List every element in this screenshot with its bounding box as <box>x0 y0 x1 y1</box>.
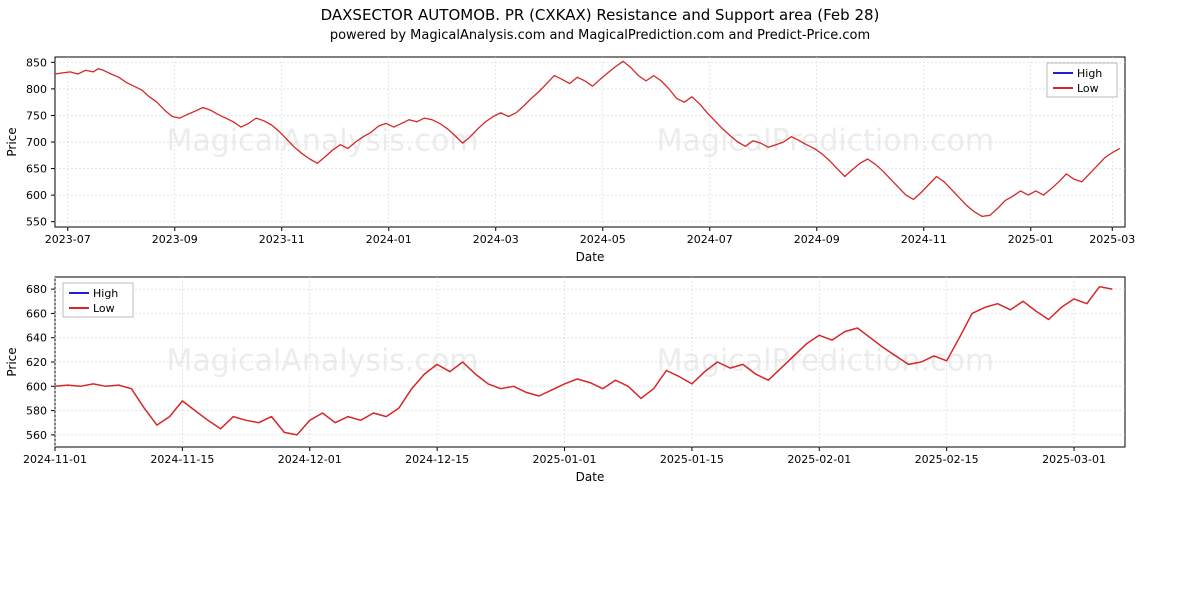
svg-text:560: 560 <box>26 429 47 442</box>
chart-title: DAXSECTOR AUTOMOB. PR (CXKAX) Resistance… <box>0 0 1200 24</box>
svg-text:2024-05: 2024-05 <box>580 233 626 246</box>
chart-2-container: MagicalAnalysis.com MagicalPrediction.com… <box>0 267 1200 487</box>
svg-text:2025-02-01: 2025-02-01 <box>787 453 851 466</box>
svg-text:2024-12-01: 2024-12-01 <box>278 453 342 466</box>
svg-text:High: High <box>1077 67 1102 80</box>
svg-text:800: 800 <box>26 83 47 96</box>
svg-text:2023-11: 2023-11 <box>259 233 305 246</box>
svg-text:700: 700 <box>26 136 47 149</box>
chart-2-svg: MagicalAnalysis.com MagicalPrediction.com… <box>0 267 1140 487</box>
svg-text:2024-07: 2024-07 <box>687 233 733 246</box>
svg-text:Price: Price <box>5 347 19 376</box>
svg-text:High: High <box>93 287 118 300</box>
chart-subtitle: powered by MagicalAnalysis.com and Magic… <box>0 24 1200 47</box>
svg-text:2025-01-15: 2025-01-15 <box>660 453 724 466</box>
svg-text:2024-11-01: 2024-11-01 <box>23 453 87 466</box>
svg-text:MagicalPrediction.com: MagicalPrediction.com <box>657 344 995 379</box>
svg-text:600: 600 <box>26 380 47 393</box>
svg-text:2025-03-01: 2025-03-01 <box>1042 453 1106 466</box>
svg-text:Price: Price <box>5 127 19 156</box>
svg-text:Low: Low <box>1077 82 1099 95</box>
chart-1-svg: MagicalAnalysis.com MagicalPrediction.com… <box>0 47 1140 267</box>
svg-text:580: 580 <box>26 405 47 418</box>
svg-text:620: 620 <box>26 356 47 369</box>
svg-text:2025-03: 2025-03 <box>1089 233 1135 246</box>
svg-text:2023-09: 2023-09 <box>152 233 198 246</box>
svg-text:2025-01: 2025-01 <box>1008 233 1054 246</box>
svg-text:640: 640 <box>26 332 47 345</box>
chart-1-container: MagicalAnalysis.com MagicalPrediction.com… <box>0 47 1200 267</box>
svg-text:660: 660 <box>26 307 47 320</box>
svg-text:2024-03: 2024-03 <box>473 233 519 246</box>
svg-text:600: 600 <box>26 189 47 202</box>
svg-text:2024-09: 2024-09 <box>794 233 840 246</box>
svg-text:MagicalAnalysis.com: MagicalAnalysis.com <box>166 344 478 379</box>
svg-text:2023-07: 2023-07 <box>45 233 91 246</box>
svg-text:2025-02-15: 2025-02-15 <box>915 453 979 466</box>
svg-text:2024-11-15: 2024-11-15 <box>150 453 214 466</box>
svg-text:2024-01: 2024-01 <box>366 233 412 246</box>
svg-text:680: 680 <box>26 283 47 296</box>
svg-text:2025-01-01: 2025-01-01 <box>533 453 597 466</box>
svg-text:2024-11: 2024-11 <box>901 233 947 246</box>
svg-text:Date: Date <box>576 250 605 264</box>
svg-text:MagicalAnalysis.com: MagicalAnalysis.com <box>166 124 478 159</box>
svg-text:650: 650 <box>26 163 47 176</box>
svg-text:Low: Low <box>93 302 115 315</box>
svg-text:550: 550 <box>26 216 47 229</box>
svg-text:850: 850 <box>26 56 47 69</box>
svg-text:Date: Date <box>576 470 605 484</box>
svg-text:MagicalPrediction.com: MagicalPrediction.com <box>657 124 995 159</box>
svg-text:2024-12-15: 2024-12-15 <box>405 453 469 466</box>
svg-text:750: 750 <box>26 109 47 122</box>
